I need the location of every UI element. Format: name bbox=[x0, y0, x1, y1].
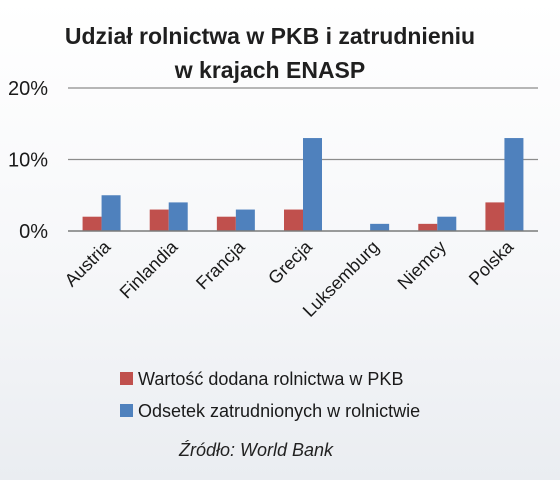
x-tick-label: Grecja bbox=[264, 236, 316, 288]
y-tick-label: 10% bbox=[8, 150, 48, 172]
x-tick-label: Polska bbox=[465, 236, 518, 289]
bar-employment-grecja bbox=[303, 138, 322, 231]
x-tick-label: Niemcy bbox=[394, 237, 451, 294]
bar-gdp-austria bbox=[82, 216, 102, 231]
bar-gdp-polska bbox=[485, 202, 505, 231]
chart-title-line-1: Udział rolnictwa w PKB i zatrudnieniu bbox=[65, 23, 475, 49]
bar-employment-francja bbox=[235, 209, 255, 231]
y-axis-tick-labels: 0% 10% 20% bbox=[8, 78, 48, 243]
bar-employment-polska bbox=[504, 138, 524, 231]
legend: Wartość dodana rolnictwa w PKB Odsetek za… bbox=[120, 369, 420, 421]
bar-employment-niemcy bbox=[437, 216, 457, 231]
chart-title-line-2: w krajach ENASP bbox=[174, 57, 365, 83]
bar-gdp-finlandia bbox=[149, 209, 169, 231]
bar-employment-finlandia bbox=[168, 202, 188, 231]
legend-swatch bbox=[120, 404, 133, 417]
bar-gdp-grecja bbox=[284, 209, 303, 231]
bar-gdp-francja bbox=[216, 216, 236, 231]
x-tick-label: Francja bbox=[192, 236, 249, 293]
chart-title: Udział rolnictwa w PKB i zatrudnieniu w … bbox=[65, 23, 475, 83]
y-tick-label: 0% bbox=[19, 221, 48, 243]
source-note: Źródło: World Bank bbox=[178, 440, 334, 460]
legend-label: Wartość dodana rolnictwa w PKB bbox=[138, 369, 403, 389]
x-tick-label: Finlandia bbox=[116, 236, 182, 302]
bar-gdp-niemcy bbox=[418, 223, 438, 231]
y-tick-label: 20% bbox=[8, 78, 48, 100]
legend-swatch bbox=[120, 372, 133, 385]
bar-employment-luksemburg bbox=[370, 223, 390, 231]
bar-employment-austria bbox=[101, 195, 121, 231]
legend-label: Odsetek zatrudnionych w rolnictwie bbox=[138, 401, 420, 421]
x-tick-label: Austria bbox=[61, 236, 115, 290]
bars bbox=[82, 138, 524, 231]
